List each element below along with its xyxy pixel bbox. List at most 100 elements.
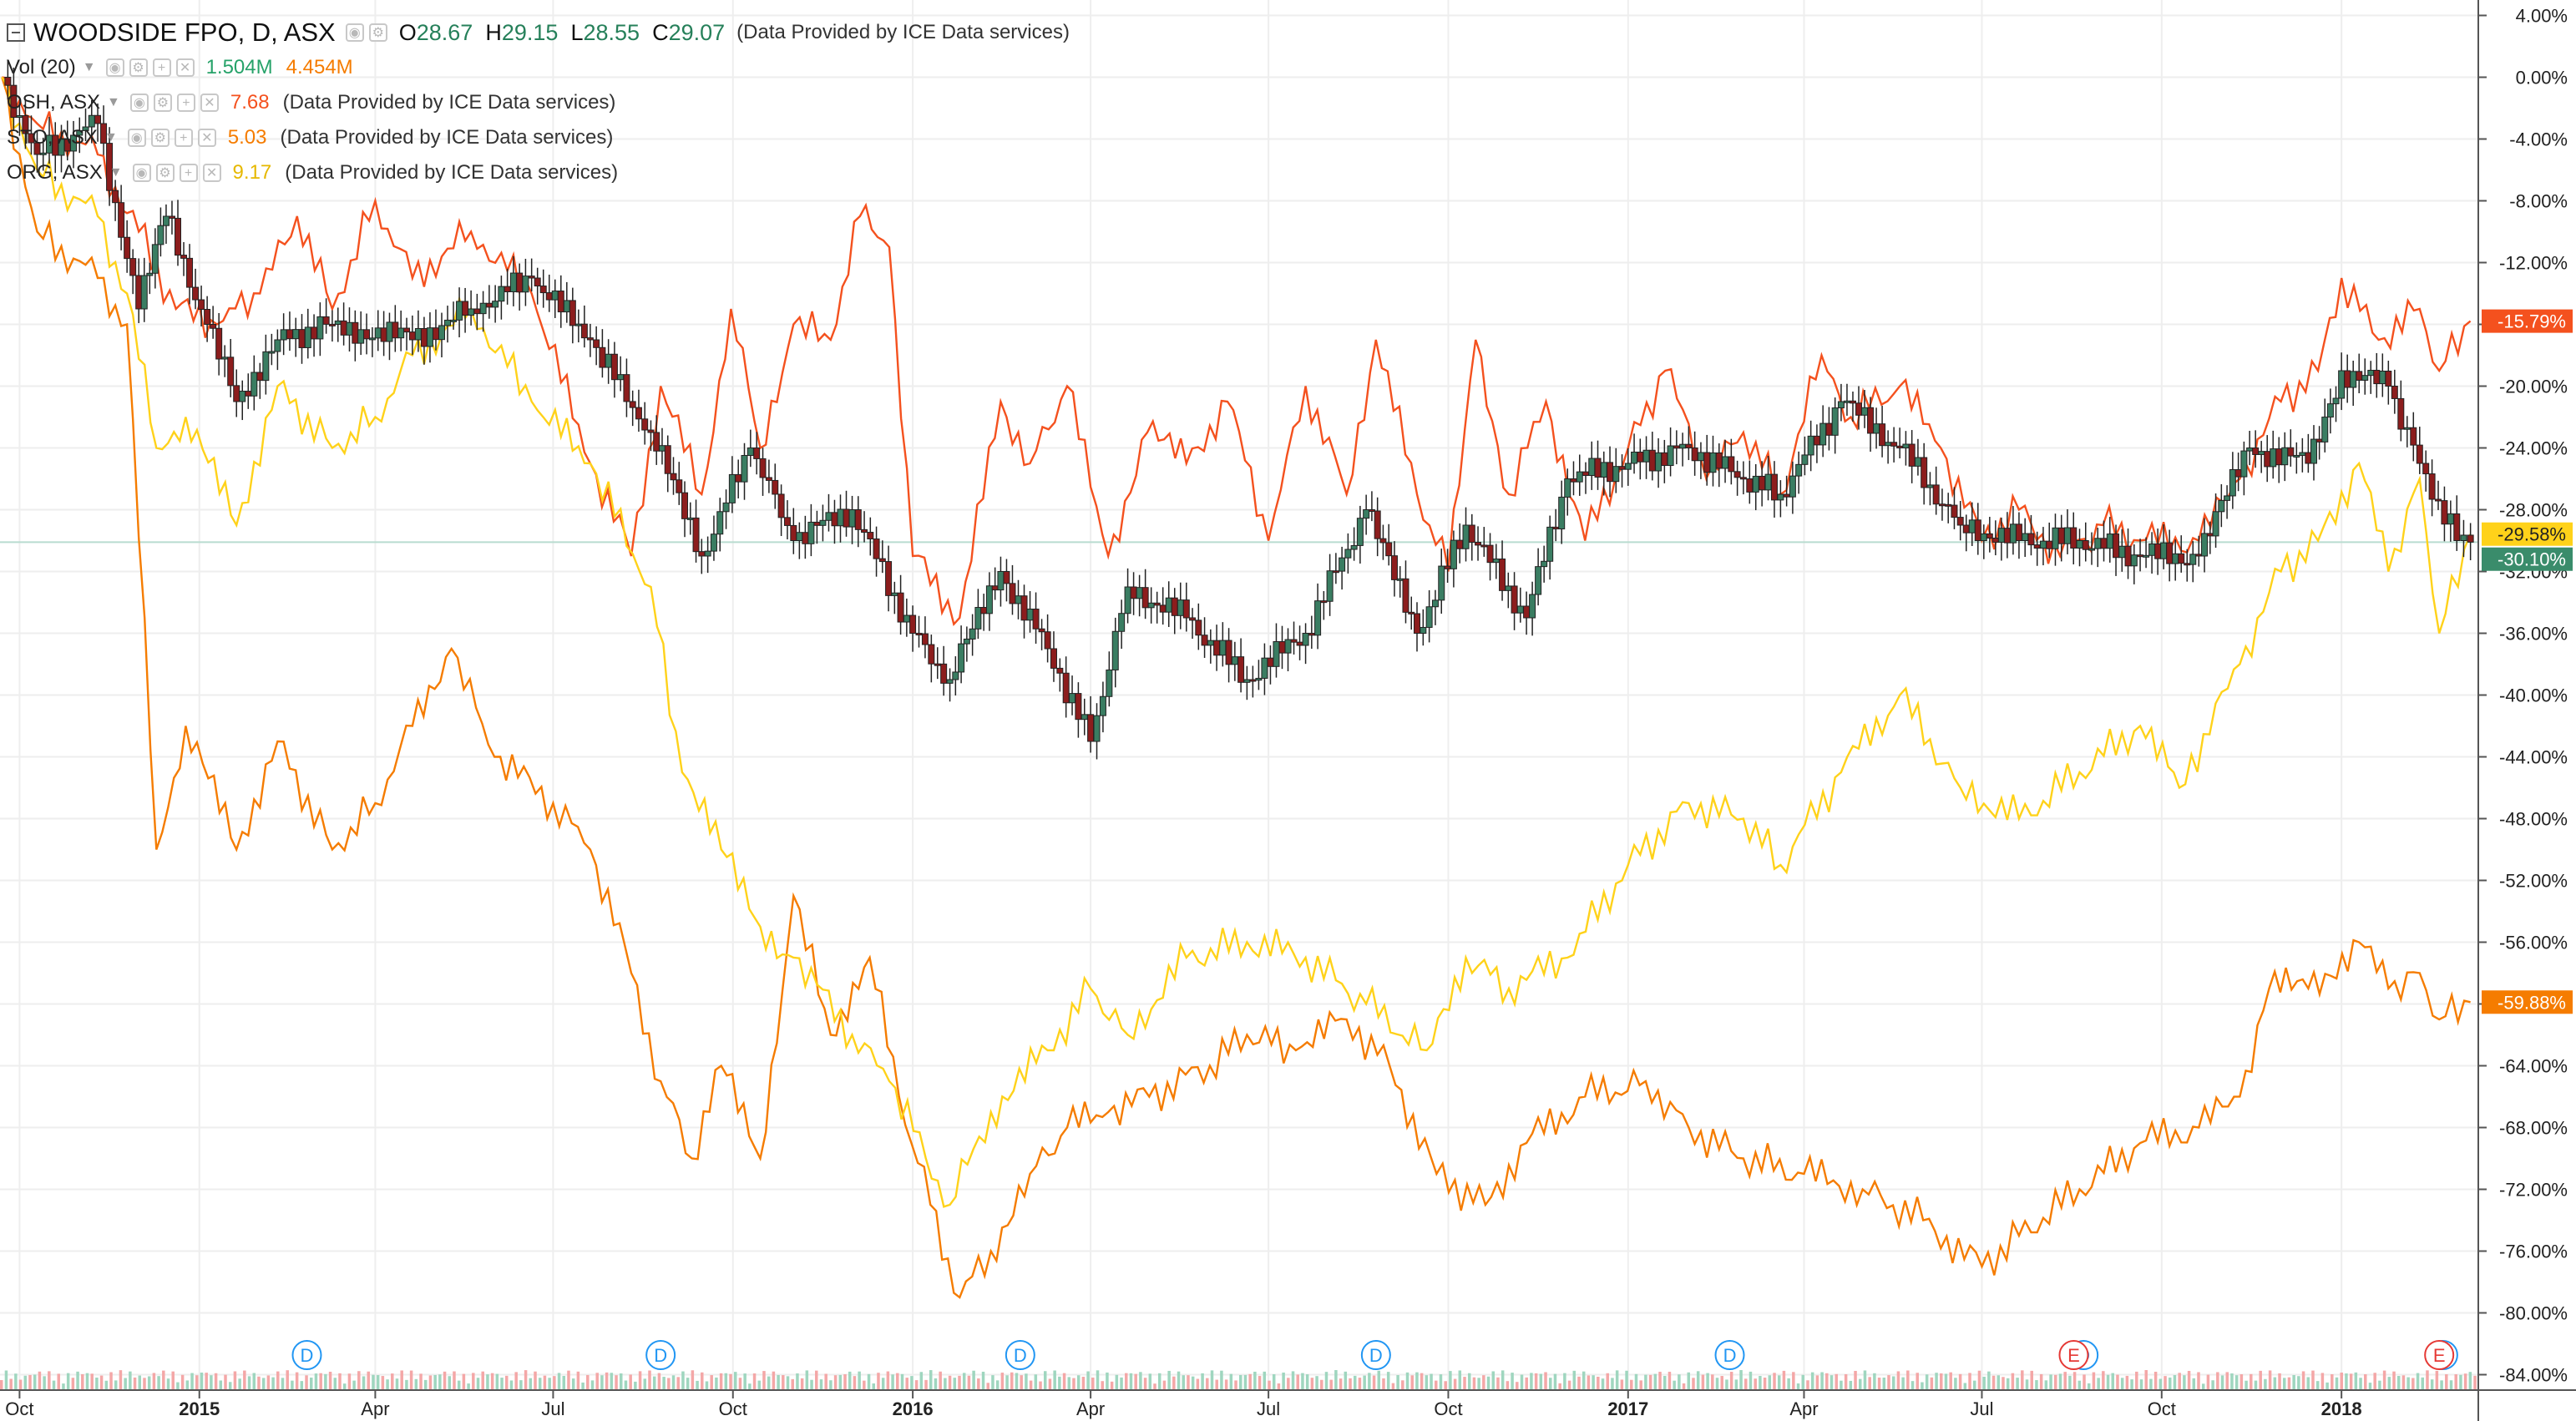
- volume-bar: [157, 1376, 160, 1390]
- volume-bar: [1076, 1375, 1081, 1390]
- candle-up: [492, 301, 499, 308]
- candle-down: [921, 633, 929, 645]
- gear-icon[interactable]: ⚙: [129, 58, 148, 77]
- volume-bar: [2406, 1377, 2410, 1390]
- volume-bar: [1496, 1377, 1500, 1390]
- y-tick-label: -56.00%: [2499, 933, 2568, 953]
- candle-down: [1921, 457, 1928, 488]
- volume-bar: [2058, 1373, 2062, 1390]
- eye-icon[interactable]: ◉: [105, 58, 124, 77]
- volume-bar: [1711, 1374, 1714, 1390]
- gear-icon[interactable]: ⚙: [155, 164, 175, 182]
- sto-label[interactable]: STO, ASX: [7, 126, 98, 149]
- candle-up: [2299, 452, 2306, 456]
- volume-bar: [2297, 1376, 2300, 1390]
- osh-label[interactable]: OSH, ASX: [7, 91, 101, 114]
- close-icon[interactable]: ✕: [200, 94, 219, 112]
- candle-up: [704, 550, 711, 557]
- volume-bar: [529, 1378, 533, 1390]
- volume-bar: [2063, 1372, 2067, 1390]
- dividend-marker-circle: [645, 1340, 676, 1370]
- gear-icon[interactable]: ⚙: [150, 129, 170, 147]
- candle-up: [2270, 448, 2277, 468]
- volume-bar: [414, 1378, 418, 1390]
- close-icon[interactable]: ✕: [175, 58, 195, 77]
- candle-down: [831, 512, 838, 527]
- volume-bar: [1825, 1373, 1829, 1390]
- x-tick-label: Jul: [1257, 1398, 1280, 1419]
- volume-bar: [2216, 1372, 2219, 1390]
- candle-up: [1789, 475, 1796, 498]
- candle-up: [292, 329, 300, 340]
- volume-bar: [281, 1378, 285, 1390]
- candle-down: [692, 517, 700, 553]
- volume-bar: [2097, 1378, 2100, 1390]
- volume-bar: [85, 1373, 89, 1390]
- volume-bar: [1787, 1378, 1790, 1390]
- volume-bar: [2373, 1373, 2376, 1390]
- volume-bar: [1129, 1373, 1133, 1390]
- volume-bar: [1020, 1375, 1023, 1390]
- candle-up: [1177, 599, 1184, 616]
- volume-bar: [1663, 1375, 1667, 1390]
- volume-bar: [143, 1378, 146, 1390]
- chevron-down-icon[interactable]: ▼: [104, 130, 118, 144]
- close-icon[interactable]: ✕: [197, 129, 216, 147]
- volume-bar: [610, 1373, 614, 1390]
- candle-down: [790, 524, 797, 541]
- volume-label[interactable]: Vol (20): [7, 56, 76, 78]
- add-icon[interactable]: +: [176, 94, 195, 112]
- candle-up: [1516, 605, 1524, 614]
- candle-down: [1290, 639, 1298, 643]
- close-icon[interactable]: ✕: [202, 164, 221, 182]
- volume-bar: [1353, 1375, 1357, 1390]
- candle-down: [1032, 609, 1040, 630]
- chevron-down-icon[interactable]: ▼: [82, 60, 96, 74]
- candle-up: [1492, 559, 1500, 564]
- x-tick-label: Apr: [1076, 1398, 1105, 1419]
- main-symbol-label[interactable]: WOODSIDE FPO, D, ASX: [33, 18, 336, 47]
- chevron-down-icon[interactable]: ▼: [109, 165, 123, 180]
- candle-down: [328, 323, 336, 326]
- eye-icon[interactable]: ◉: [132, 164, 151, 182]
- candle-down: [1171, 597, 1178, 616]
- volume-bar: [1472, 1377, 1476, 1390]
- org-label[interactable]: ORG, ASX: [7, 161, 103, 184]
- add-icon[interactable]: +: [174, 129, 193, 147]
- candle-up: [2361, 375, 2369, 381]
- volume-bar: [900, 1373, 904, 1390]
- volume-bar: [2459, 1374, 2462, 1390]
- candle-down: [485, 302, 493, 308]
- candle-up: [741, 455, 748, 483]
- collapse-legend-button[interactable]: [7, 23, 25, 42]
- volume-bar: [324, 1373, 327, 1390]
- eye-icon[interactable]: ◉: [129, 94, 149, 112]
- x-tick-label: 2016: [893, 1398, 934, 1419]
- candle-down: [2391, 386, 2398, 399]
- candle-down: [403, 327, 411, 333]
- volume-bar: [715, 1377, 718, 1390]
- y-tick-label: -80.00%: [2499, 1303, 2568, 1324]
- add-icon[interactable]: +: [152, 58, 171, 77]
- candle-down: [1003, 571, 1010, 584]
- chevron-down-icon[interactable]: ▼: [107, 95, 120, 109]
- volume-bar: [457, 1380, 461, 1390]
- volume-bar: [147, 1376, 151, 1390]
- x-tick-label: 2018: [2321, 1398, 2362, 1419]
- volume-bar: [2311, 1370, 2315, 1390]
- candle-up: [2379, 371, 2386, 385]
- candle-down: [934, 663, 941, 666]
- volume-bar: [300, 1381, 304, 1390]
- add-icon[interactable]: +: [179, 164, 198, 182]
- gear-icon[interactable]: ⚙: [153, 94, 172, 112]
- gear-icon[interactable]: ⚙: [368, 23, 387, 42]
- volume-bar: [2268, 1370, 2272, 1390]
- eye-icon[interactable]: ◉: [345, 23, 364, 42]
- volume-bar: [14, 1373, 18, 1390]
- eye-icon[interactable]: ◉: [127, 129, 146, 147]
- candle-down: [286, 329, 293, 340]
- volume-bar: [1567, 1380, 1571, 1390]
- candle-down: [135, 275, 143, 310]
- candle-up: [1631, 451, 1638, 464]
